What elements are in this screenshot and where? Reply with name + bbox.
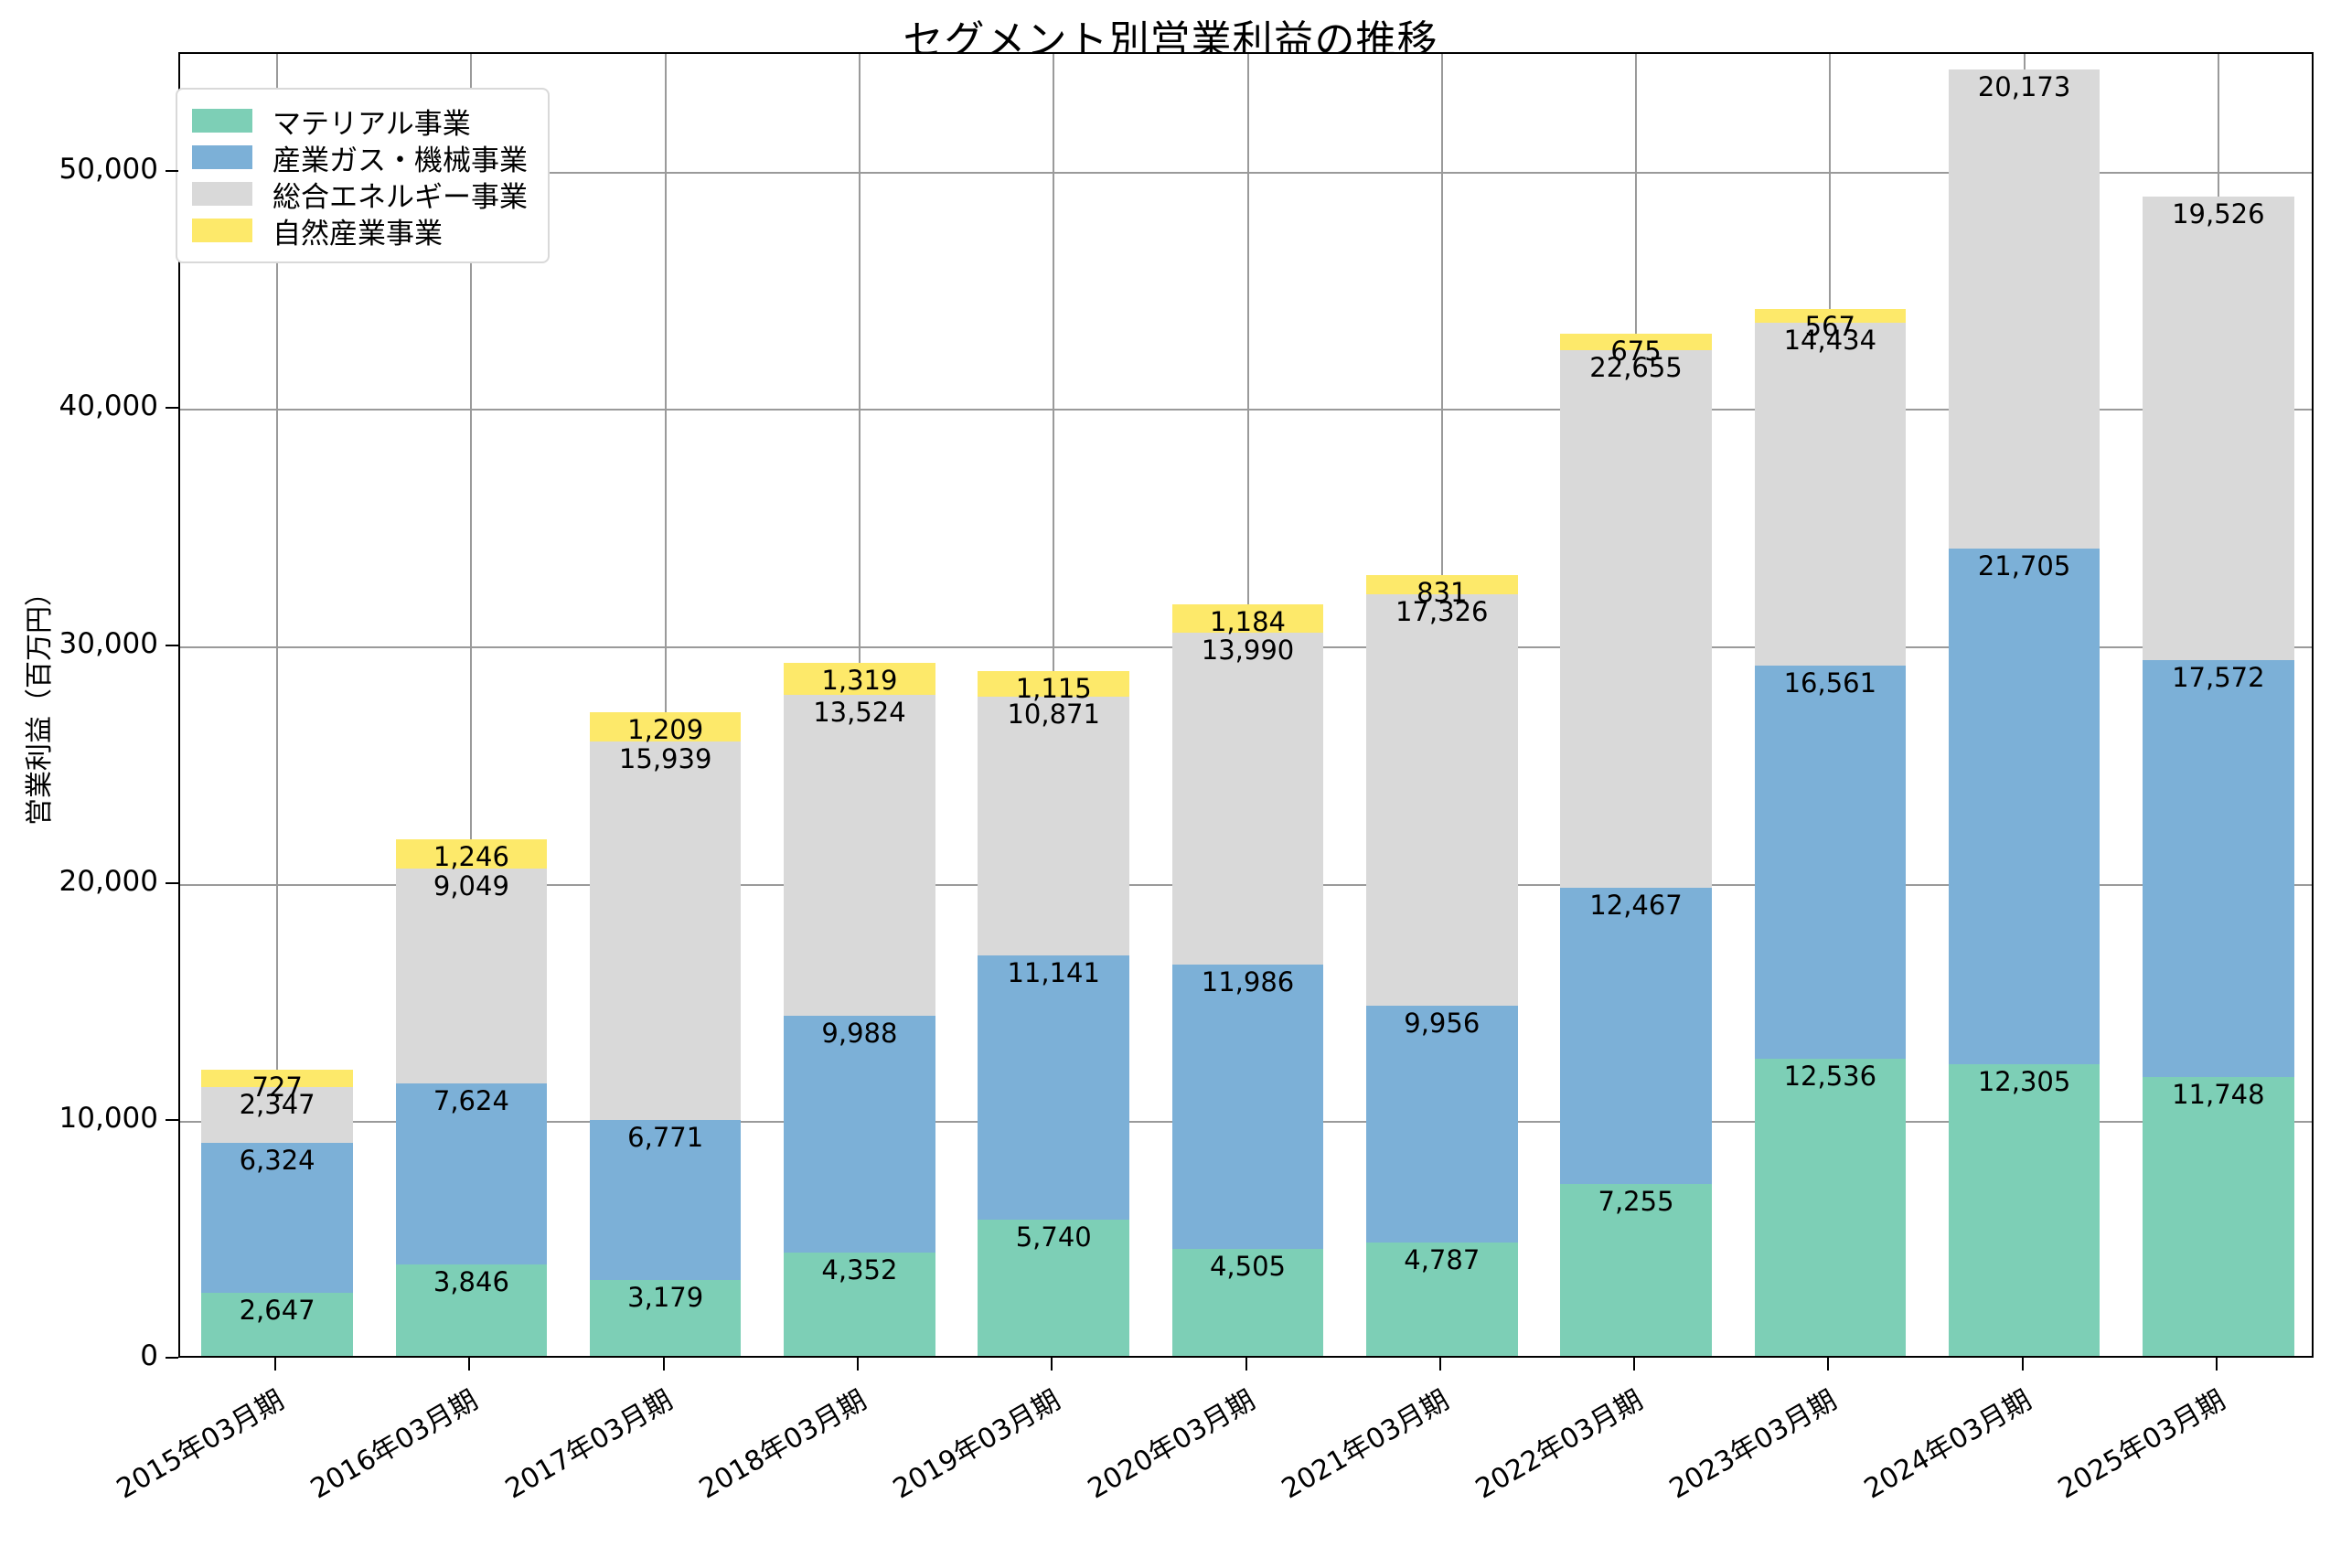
- y-tick-label: 50,000: [59, 152, 158, 186]
- plot-area: 2,647 6,324 2,347 727 3,846 7,624 9,049 1,246 3,…: [178, 52, 2314, 1358]
- bar-segment-material[interactable]: [1754, 1058, 1907, 1356]
- bar-segment-gas[interactable]: [1365, 1006, 1518, 1243]
- legend-item-label: 自然産業事業: [273, 217, 443, 251]
- bar-segment-energy[interactable]: [784, 694, 935, 1016]
- gridline-vertical: [664, 54, 667, 1356]
- bar-segment-nature[interactable]: [784, 663, 935, 695]
- x-tick-mark: [2021, 1358, 2024, 1371]
- bar-segment-energy[interactable]: [1365, 594, 1518, 1007]
- bar-segment-energy[interactable]: [589, 741, 742, 1120]
- y-tick-mark: [166, 881, 178, 884]
- bar-segment-gas[interactable]: [589, 1119, 742, 1281]
- bar-segment-gas[interactable]: [1948, 548, 2100, 1064]
- bar-segment-nature[interactable]: [201, 1070, 353, 1088]
- bar-segment-material[interactable]: [589, 1280, 742, 1356]
- bar-segment-energy[interactable]: [1948, 69, 2100, 549]
- x-tick-mark: [1633, 1358, 1636, 1371]
- bar-segment-material[interactable]: [2143, 1076, 2294, 1356]
- bar-segment-nature[interactable]: [589, 712, 742, 741]
- bar-group[interactable]: 12,305 21,705 20,173: [1948, 50, 2100, 1356]
- y-axis-title: 営業利益（百万円）: [24, 579, 56, 826]
- bar-segment-nature[interactable]: [395, 838, 548, 869]
- bar-segment-energy[interactable]: [978, 697, 1129, 955]
- bar-segment-nature[interactable]: [1560, 334, 1712, 350]
- bar-segment-energy[interactable]: [1171, 632, 1324, 965]
- bar-segment-energy[interactable]: [1754, 322, 1907, 666]
- bar-segment-gas[interactable]: [784, 1015, 935, 1253]
- bar-segment-gas[interactable]: [978, 955, 1129, 1220]
- bar-segment-material[interactable]: [1171, 1249, 1324, 1356]
- bar-segment-energy[interactable]: [201, 1087, 353, 1144]
- legend: マテリアル事業 産業ガス・機械事業 総合エネルギー事業 自然産業事業: [176, 88, 550, 263]
- bar-segment-nature[interactable]: [978, 670, 1129, 698]
- x-tick-mark: [1827, 1358, 1830, 1371]
- legend-swatch-icon: [192, 182, 252, 206]
- x-tick-mark: [274, 1358, 277, 1371]
- bar-group[interactable]: 3,179 6,771 15,939 1,209: [589, 50, 742, 1356]
- bar-segment-gas[interactable]: [1560, 887, 1712, 1184]
- legend-item-label: マテリアル事業: [273, 107, 471, 141]
- y-tick-label: 40,000: [59, 389, 158, 423]
- x-tick-mark: [2215, 1358, 2218, 1371]
- bar-group[interactable]: 7,255 12,467 22,655 675: [1560, 50, 1712, 1356]
- bar-segment-gas[interactable]: [1754, 665, 1907, 1059]
- bar-segment-gas[interactable]: [201, 1143, 353, 1294]
- gridline-vertical: [276, 54, 279, 1356]
- bar-segment-material[interactable]: [1948, 1063, 2100, 1356]
- x-tick-mark: [856, 1358, 859, 1371]
- legend-item-4[interactable]: 自然産業事業: [192, 212, 528, 251]
- gridline-horizontal: [180, 171, 2312, 174]
- bar-segment-nature[interactable]: [1171, 603, 1324, 633]
- y-tick-label: 0: [140, 1339, 158, 1372]
- legend-item-label: 産業ガス・機械事業: [273, 144, 528, 177]
- bar-segment-energy[interactable]: [1560, 349, 1712, 888]
- legend-item-1[interactable]: マテリアル事業: [192, 102, 528, 141]
- bar-segment-material[interactable]: [784, 1253, 935, 1356]
- bar-segment-gas[interactable]: [2143, 659, 2294, 1077]
- x-tick-mark: [1051, 1358, 1053, 1371]
- legend-item-3[interactable]: 総合エネルギー事業: [192, 176, 528, 214]
- y-tick-label: 30,000: [59, 627, 158, 661]
- bar-group[interactable]: 4,352 9,988 13,524 1,319: [784, 50, 935, 1356]
- legend-item-label: 総合エネルギー事業: [273, 180, 528, 214]
- bar-segment-material[interactable]: [978, 1219, 1129, 1356]
- bar-group[interactable]: 5,740 11,141 10,871 1,115: [978, 50, 1129, 1356]
- bar-group[interactable]: 12,536 16,561 14,434 567: [1754, 50, 1907, 1356]
- bar-group[interactable]: 4,787 9,956 17,326 831: [1365, 50, 1518, 1356]
- bar-group[interactable]: 11,748 17,572 19,526: [2143, 50, 2294, 1356]
- bar-segment-gas[interactable]: [395, 1083, 548, 1265]
- y-tick-label: 20,000: [59, 864, 158, 898]
- bar-segment-material[interactable]: [1560, 1183, 1712, 1356]
- x-tick-mark: [662, 1358, 665, 1371]
- legend-swatch-icon: [192, 145, 252, 169]
- gridline-horizontal: [180, 409, 2312, 411]
- y-tick-label: 10,000: [59, 1102, 158, 1136]
- legend-swatch-icon: [192, 109, 252, 133]
- bar-segment-material[interactable]: [201, 1293, 353, 1356]
- legend-swatch-icon: [192, 219, 252, 242]
- bar-segment-material[interactable]: [1365, 1242, 1518, 1356]
- bar-group[interactable]: 4,505 11,986 13,990 1,184: [1171, 50, 1324, 1356]
- gridline-vertical: [470, 54, 473, 1356]
- bar-segment-nature[interactable]: [1365, 574, 1518, 595]
- y-tick-mark: [166, 1119, 178, 1122]
- bar-segment-energy[interactable]: [2143, 196, 2294, 660]
- x-tick-mark: [468, 1358, 471, 1371]
- bar-segment-material[interactable]: [395, 1264, 548, 1356]
- x-tick-mark: [1245, 1358, 1247, 1371]
- legend-item-2[interactable]: 産業ガス・機械事業: [192, 139, 528, 177]
- bar-segment-nature[interactable]: [1754, 309, 1907, 323]
- bar-segment-gas[interactable]: [1171, 964, 1324, 1250]
- bar-segment-energy[interactable]: [395, 869, 548, 1084]
- y-tick-mark: [166, 645, 178, 647]
- y-tick-mark: [166, 1357, 178, 1359]
- y-tick-mark: [166, 169, 178, 172]
- y-tick-mark: [166, 407, 178, 410]
- x-tick-mark: [1438, 1358, 1441, 1371]
